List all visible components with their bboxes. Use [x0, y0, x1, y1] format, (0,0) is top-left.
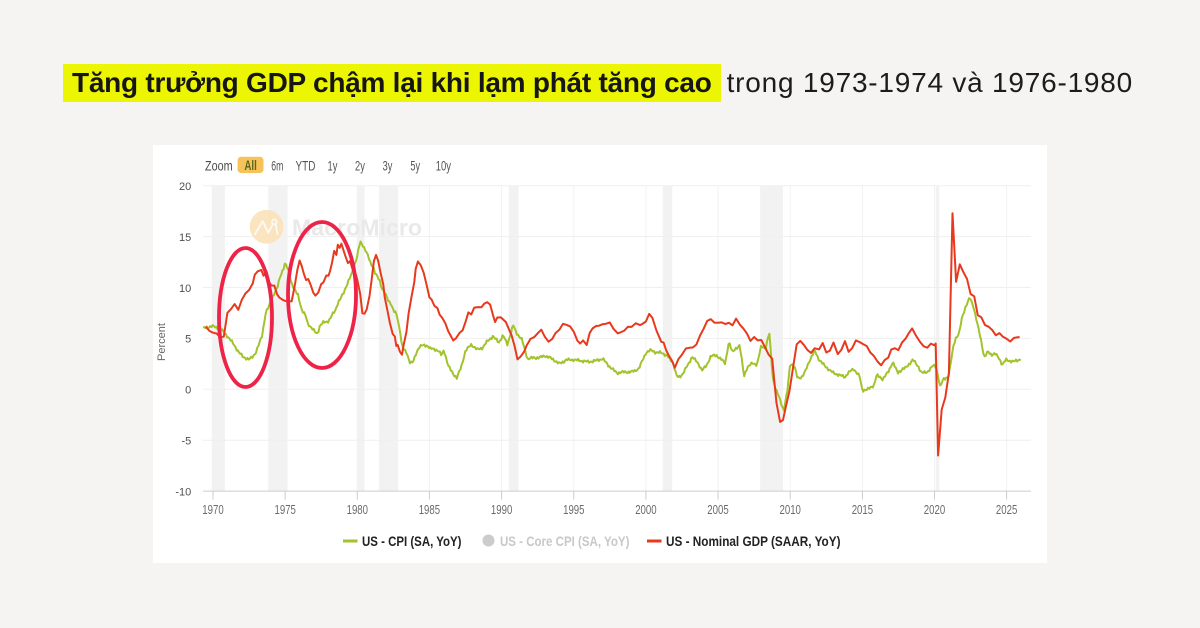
- svg-text:2025: 2025: [996, 503, 1017, 517]
- svg-text:2000: 2000: [635, 503, 656, 517]
- svg-text:10: 10: [179, 283, 191, 295]
- svg-text:US - Nominal GDP (SAAR, YoY): US - Nominal GDP (SAAR, YoY): [666, 533, 841, 549]
- svg-text:2020: 2020: [924, 503, 945, 517]
- svg-text:2010: 2010: [780, 503, 801, 517]
- svg-text:1995: 1995: [563, 503, 584, 517]
- svg-text:1980: 1980: [347, 503, 368, 517]
- svg-text:Percent: Percent: [156, 323, 168, 361]
- svg-text:US - CPI (SA, YoY): US - CPI (SA, YoY): [362, 533, 462, 549]
- svg-text:1985: 1985: [419, 503, 440, 517]
- svg-text:YTD: YTD: [296, 158, 316, 174]
- svg-text:2005: 2005: [707, 503, 728, 517]
- svg-text:1975: 1975: [275, 503, 296, 517]
- svg-text:6m: 6m: [271, 158, 283, 174]
- svg-text:2y: 2y: [355, 158, 365, 174]
- svg-text:15: 15: [179, 232, 191, 244]
- svg-text:2015: 2015: [852, 503, 873, 517]
- svg-text:All: All: [244, 158, 257, 173]
- svg-text:1970: 1970: [202, 503, 223, 517]
- svg-text:1y: 1y: [328, 158, 338, 174]
- svg-text:MacroMicro: MacroMicro: [292, 215, 422, 241]
- svg-text:3y: 3y: [383, 158, 393, 174]
- svg-text:US - Core CPI (SA, YoY): US - Core CPI (SA, YoY): [500, 533, 629, 549]
- svg-text:20: 20: [179, 181, 191, 193]
- svg-text:-10: -10: [175, 486, 191, 498]
- svg-text:Zoom: Zoom: [205, 158, 233, 174]
- svg-text:0: 0: [185, 385, 191, 397]
- svg-text:1990: 1990: [491, 503, 512, 517]
- svg-text:5y: 5y: [410, 158, 420, 174]
- svg-text:5: 5: [185, 334, 191, 346]
- svg-text:10y: 10y: [436, 158, 451, 174]
- svg-text:-5: -5: [182, 436, 192, 448]
